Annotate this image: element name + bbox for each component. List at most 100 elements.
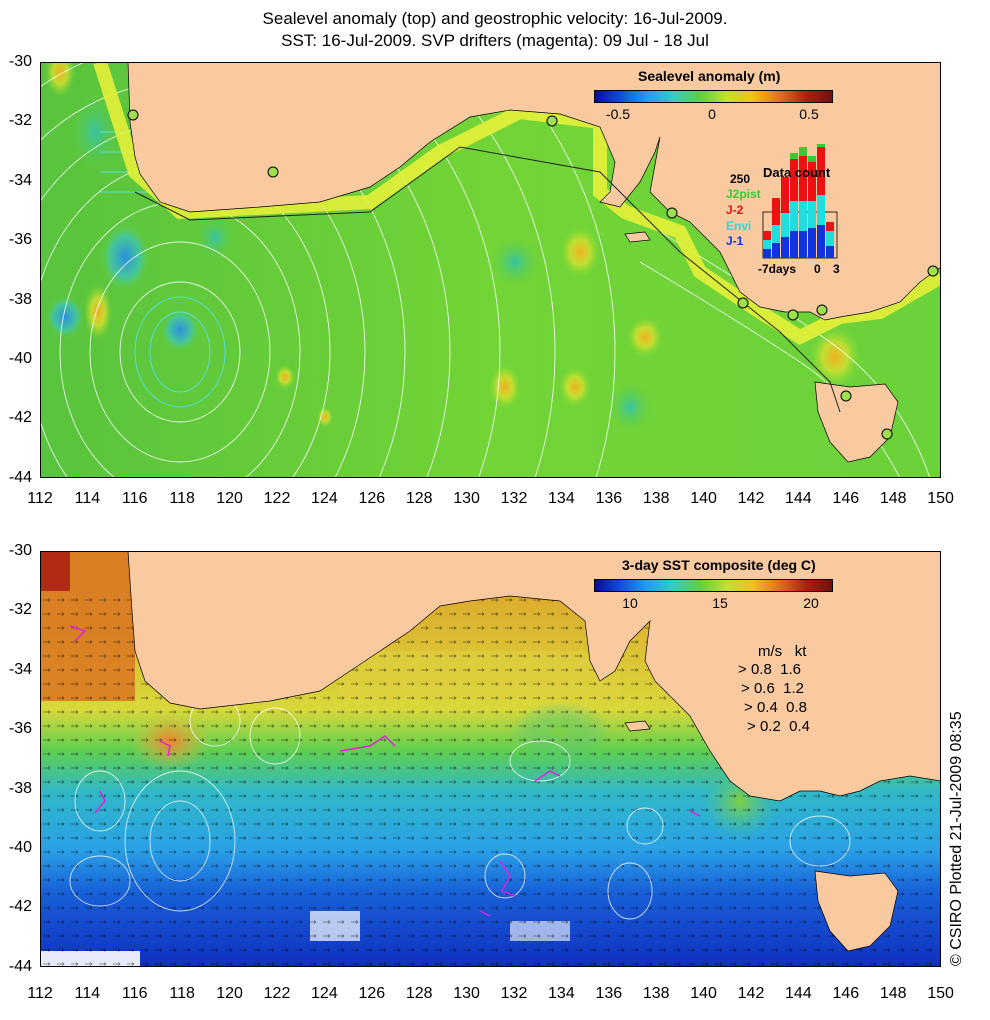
bottom-lon-tick: 116 bbox=[122, 985, 148, 1002]
top-lon-tick: 130 bbox=[453, 490, 480, 507]
top-lat-tick: -40 bbox=[8, 350, 32, 367]
top-lon-tick: 126 bbox=[358, 490, 386, 507]
top-lon-tick: 148 bbox=[879, 490, 907, 507]
top-lon-tick: 144 bbox=[785, 490, 812, 507]
top-lon-tick: 142 bbox=[737, 490, 765, 507]
speed-legend-row: > 0.6 1.2 bbox=[741, 680, 804, 697]
top-lon-tick: 136 bbox=[595, 490, 623, 507]
bottom-lat-tick: -42 bbox=[8, 898, 32, 916]
speed-kt-value: 1.2 bbox=[783, 680, 804, 697]
histogram-bar-segment bbox=[817, 225, 825, 258]
top-lat-tick: -32 bbox=[8, 112, 32, 130]
speed-arrow-icon: > bbox=[744, 699, 757, 716]
satellite-legend-envi: Envi bbox=[726, 219, 752, 233]
tide-gauge-markers bbox=[127, 109, 939, 440]
sst-colorbar-tick: 10 bbox=[622, 595, 638, 611]
speed-kt-value: 1.6 bbox=[780, 661, 801, 678]
sla-colorbar-tick: -0.5 bbox=[605, 106, 631, 122]
histogram-bars bbox=[763, 144, 834, 258]
satellite-legend-j2pist: J2pist bbox=[726, 187, 761, 201]
histogram-bar-segment bbox=[808, 156, 816, 162]
speed-kt-value: 0.4 bbox=[789, 718, 810, 735]
top-lon-tick: 150 bbox=[927, 490, 954, 507]
data-count-histogram bbox=[762, 144, 838, 259]
top-lon-tick: 120 bbox=[216, 490, 243, 507]
top-lon-tick: 112 bbox=[27, 490, 53, 507]
bottom-lat-tick: -44 bbox=[8, 957, 32, 975]
histogram-bar-segment bbox=[799, 231, 807, 258]
top-lon-tick: 114 bbox=[74, 490, 101, 507]
top-lon-tick: 134 bbox=[548, 490, 575, 507]
australia-landmass bbox=[110, 62, 941, 321]
sst-colorbar-tick: 20 bbox=[803, 595, 819, 611]
bottom-lon-tick: 120 bbox=[216, 985, 243, 1002]
bottom-lon-tick: 146 bbox=[832, 985, 860, 1002]
bottom-lon-tick: 150 bbox=[927, 985, 954, 1002]
sea-level-anomaly-map: Sealevel anomaly (m) -0.5 0 0.5 Data cou… bbox=[40, 62, 941, 478]
top-lon-tick: 124 bbox=[311, 490, 338, 507]
histogram-bar-segment bbox=[817, 144, 825, 147]
bottom-lat-tick: -36 bbox=[8, 720, 32, 738]
bottom-lat-tick: -40 bbox=[8, 839, 32, 856]
histogram-bar-segment bbox=[826, 246, 834, 258]
kangaroo-island-sst bbox=[624, 720, 651, 732]
sst-map: 3-day SST composite (deg C) 10 15 20 m/s… bbox=[40, 551, 941, 967]
histogram-bar-segment bbox=[799, 156, 807, 201]
speed-ms-value: 0.4 bbox=[756, 699, 778, 716]
speed-legend-ms-header: m/s bbox=[758, 643, 783, 660]
histogram-bar-segment bbox=[790, 153, 798, 159]
speed-legend-row: > 0.8 1.6 bbox=[738, 661, 801, 678]
histogram-bar-segment bbox=[763, 249, 771, 258]
histogram-bar-segment bbox=[763, 231, 771, 240]
sla-anomaly-blobs bbox=[45, 62, 860, 432]
bottom-lat-tick: -34 bbox=[8, 660, 32, 678]
bottom-lon-tick: 112 bbox=[27, 985, 53, 1002]
australia-landmass-sst bbox=[110, 551, 941, 802]
histogram-bar-segment bbox=[799, 147, 807, 156]
sea-level-anomaly-map-svg bbox=[40, 62, 941, 478]
speed-ms-value: 0.8 bbox=[750, 661, 772, 678]
tasmania bbox=[814, 381, 899, 463]
bottom-lon-tick: 124 bbox=[311, 985, 338, 1002]
histogram-bar-segment bbox=[808, 201, 816, 228]
data-count-max: 250 bbox=[730, 172, 751, 186]
histogram-bar-segment bbox=[799, 201, 807, 231]
plot-title-line1: Sealevel anomaly (top) and geostrophic v… bbox=[262, 9, 728, 28]
bottom-lon-tick: 134 bbox=[548, 985, 575, 1002]
top-lat-tick: -34 bbox=[8, 171, 32, 189]
bottom-lat-tick: -30 bbox=[8, 542, 32, 559]
top-lon-tick: 132 bbox=[500, 490, 528, 507]
satellite-legend-j2: J-2 bbox=[726, 203, 744, 217]
histogram-axis-mid: 0 bbox=[814, 262, 821, 276]
sst-sla-contours bbox=[69, 695, 851, 920]
sst-colorbar-title: 3-day SST composite (deg C) bbox=[622, 557, 816, 573]
top-lat-tick: -38 bbox=[8, 290, 32, 308]
speed-legend-header: m/s kt bbox=[758, 643, 806, 660]
speed-arrow-icon: > bbox=[738, 661, 751, 678]
bottom-lon-tick: 136 bbox=[595, 985, 623, 1002]
top-lon-tick: 146 bbox=[832, 490, 860, 507]
sla-colorbar-title: Sealevel anomaly (m) bbox=[638, 68, 781, 84]
sla-colorbar bbox=[594, 90, 833, 103]
data-count-label: Data count bbox=[763, 165, 831, 180]
bottom-lon-tick: 148 bbox=[879, 985, 907, 1002]
bottom-lat-tick: -32 bbox=[8, 601, 32, 619]
sst-colorbar bbox=[594, 579, 833, 592]
top-lon-tick: 118 bbox=[169, 490, 195, 507]
svp-drifter-tracks bbox=[69, 625, 701, 917]
tasmania-sst bbox=[814, 870, 899, 952]
top-lon-tick: 138 bbox=[642, 490, 670, 507]
speed-ms-value: 0.6 bbox=[753, 680, 775, 697]
histogram-bar-segment bbox=[790, 159, 798, 201]
histogram-bar-segment bbox=[790, 201, 798, 231]
sla-colorbar-tick: 0 bbox=[708, 106, 716, 122]
histogram-bar-segment bbox=[781, 177, 789, 213]
histogram-bar-segment bbox=[808, 228, 816, 258]
top-lat-tick: -42 bbox=[8, 409, 32, 427]
top-lon-tick: 116 bbox=[122, 490, 148, 507]
speed-kt-value: 0.8 bbox=[786, 699, 807, 716]
histogram-bar-segment bbox=[781, 213, 789, 237]
histogram-bar-segment bbox=[808, 162, 816, 201]
sst-map-svg bbox=[40, 551, 941, 967]
shelf-break-line bbox=[134, 146, 841, 413]
